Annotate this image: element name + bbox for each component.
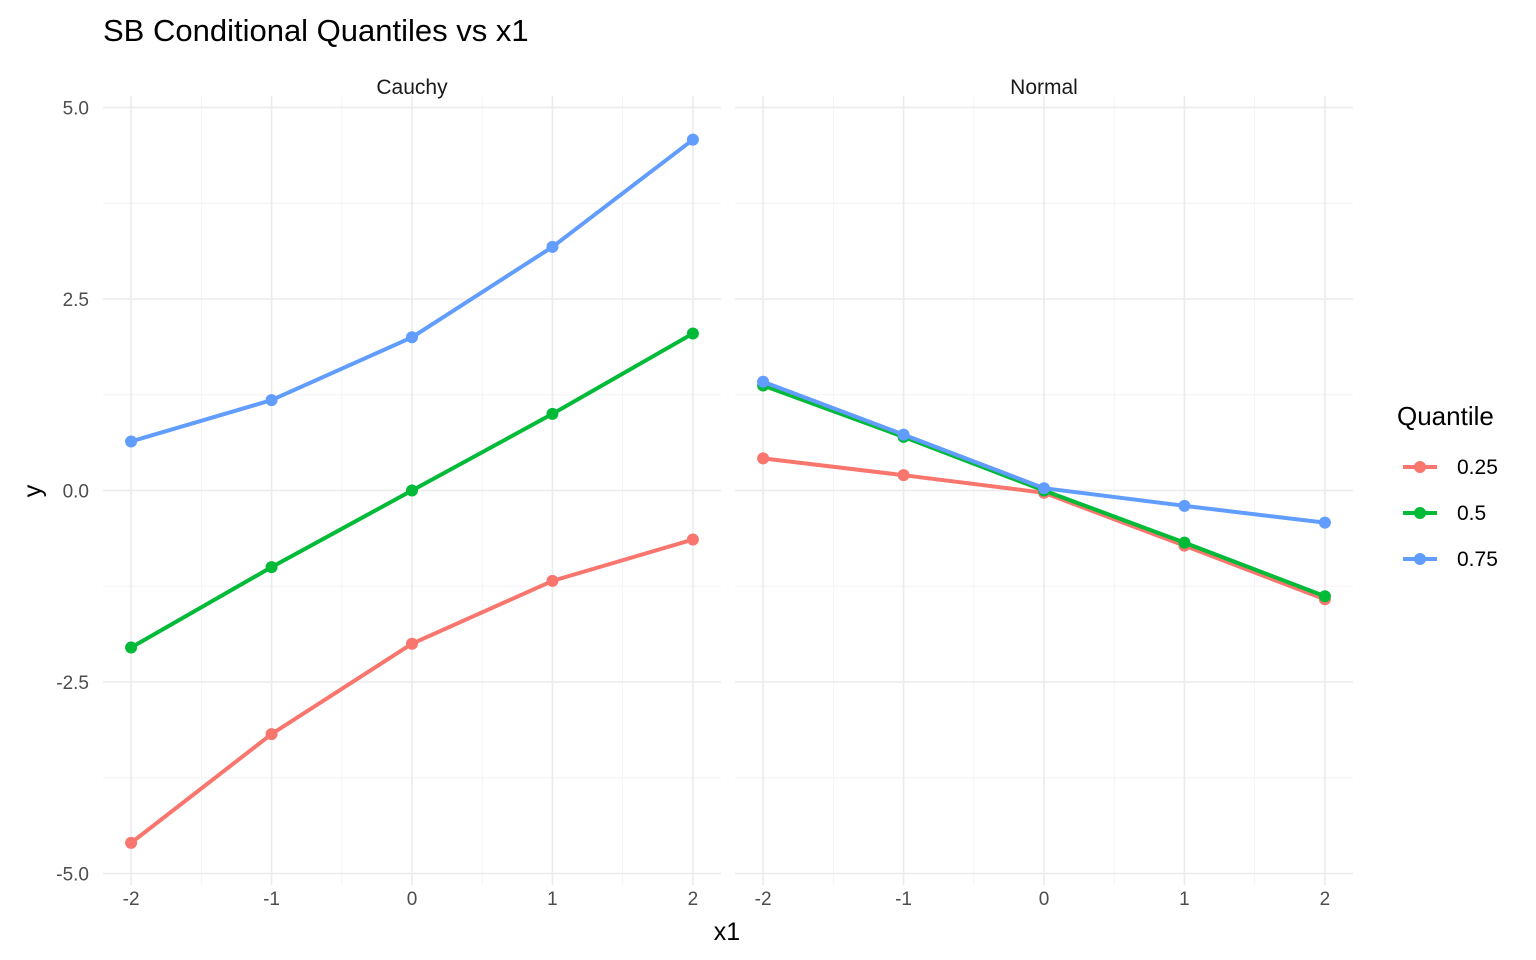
facet-panel-cauchy: Cauchy -2 -1 0 1 2 -5.0 -2.5 0.0 2.5 5.0 bbox=[56, 76, 721, 910]
legend: Quantile 0.25 0.5 0.75 bbox=[1397, 401, 1498, 571]
data-point-0.75 bbox=[125, 435, 138, 448]
y-tick-label: -5.0 bbox=[56, 865, 89, 886]
legend-key-point bbox=[1414, 461, 1426, 473]
x-tick-label: 0 bbox=[407, 889, 418, 910]
y-tick-label: 5.0 bbox=[63, 98, 89, 119]
x-tick-label: -2 bbox=[755, 889, 772, 910]
y-tick-label: 0.0 bbox=[63, 482, 89, 503]
data-point-0.75 bbox=[406, 331, 418, 344]
data-point-0.75 bbox=[1178, 499, 1191, 512]
legend-key-point bbox=[1414, 507, 1426, 519]
x-tick-label: -2 bbox=[123, 889, 140, 910]
legend-label: 0.5 bbox=[1457, 502, 1486, 525]
facet-panel-normal: Normal -2 -1 0 1 2 bbox=[735, 76, 1353, 910]
facet-panels: Cauchy -2 -1 0 1 2 -5.0 -2.5 0.0 2.5 5.0 Normal -2 -1… bbox=[56, 76, 1353, 910]
data-point-0.25 bbox=[546, 574, 559, 587]
y-axis-title: y bbox=[19, 484, 47, 497]
data-point-0.75 bbox=[1318, 516, 1331, 529]
data-point-0.25 bbox=[897, 469, 910, 482]
data-point-0.5 bbox=[125, 641, 138, 654]
data-point-0.25 bbox=[406, 637, 418, 650]
data-point-0.5 bbox=[1178, 536, 1191, 549]
data-point-0.75 bbox=[546, 240, 559, 253]
data-point-0.75 bbox=[265, 394, 278, 407]
facet-strip-label: Cauchy bbox=[376, 76, 448, 99]
x-tick-label: -1 bbox=[263, 889, 280, 910]
legend-title: Quantile bbox=[1397, 401, 1494, 431]
x-tick-label: 1 bbox=[1179, 889, 1190, 910]
y-tick-label: 2.5 bbox=[63, 290, 89, 311]
data-point-0.75 bbox=[897, 428, 910, 441]
x-axis-title: x1 bbox=[714, 918, 740, 946]
x-tick-label: 2 bbox=[688, 889, 699, 910]
data-point-0.25 bbox=[686, 533, 699, 546]
data-point-0.5 bbox=[546, 407, 559, 420]
data-point-0.75 bbox=[757, 375, 770, 388]
chart-title: SB Conditional Quantiles vs x1 bbox=[103, 13, 529, 48]
x-tick-label: -1 bbox=[895, 889, 912, 910]
x-tick-label: 1 bbox=[547, 889, 558, 910]
legend-label: 0.25 bbox=[1457, 456, 1498, 479]
data-point-0.5 bbox=[686, 327, 699, 340]
data-point-0.75 bbox=[686, 133, 699, 146]
y-tick-label: -2.5 bbox=[56, 673, 89, 694]
legend-label: 0.75 bbox=[1457, 548, 1498, 571]
legend-key-point bbox=[1414, 553, 1426, 565]
data-point-0.75 bbox=[1038, 482, 1050, 495]
data-point-0.25 bbox=[125, 836, 138, 849]
x-tick-label: 0 bbox=[1039, 889, 1050, 910]
data-point-0.5 bbox=[265, 561, 278, 574]
data-point-0.25 bbox=[265, 728, 278, 741]
data-point-0.25 bbox=[757, 452, 770, 465]
x-tick-label: 2 bbox=[1320, 889, 1331, 910]
facet-strip-label: Normal bbox=[1010, 76, 1078, 99]
data-point-0.5 bbox=[406, 484, 418, 497]
data-point-0.5 bbox=[1318, 590, 1331, 603]
